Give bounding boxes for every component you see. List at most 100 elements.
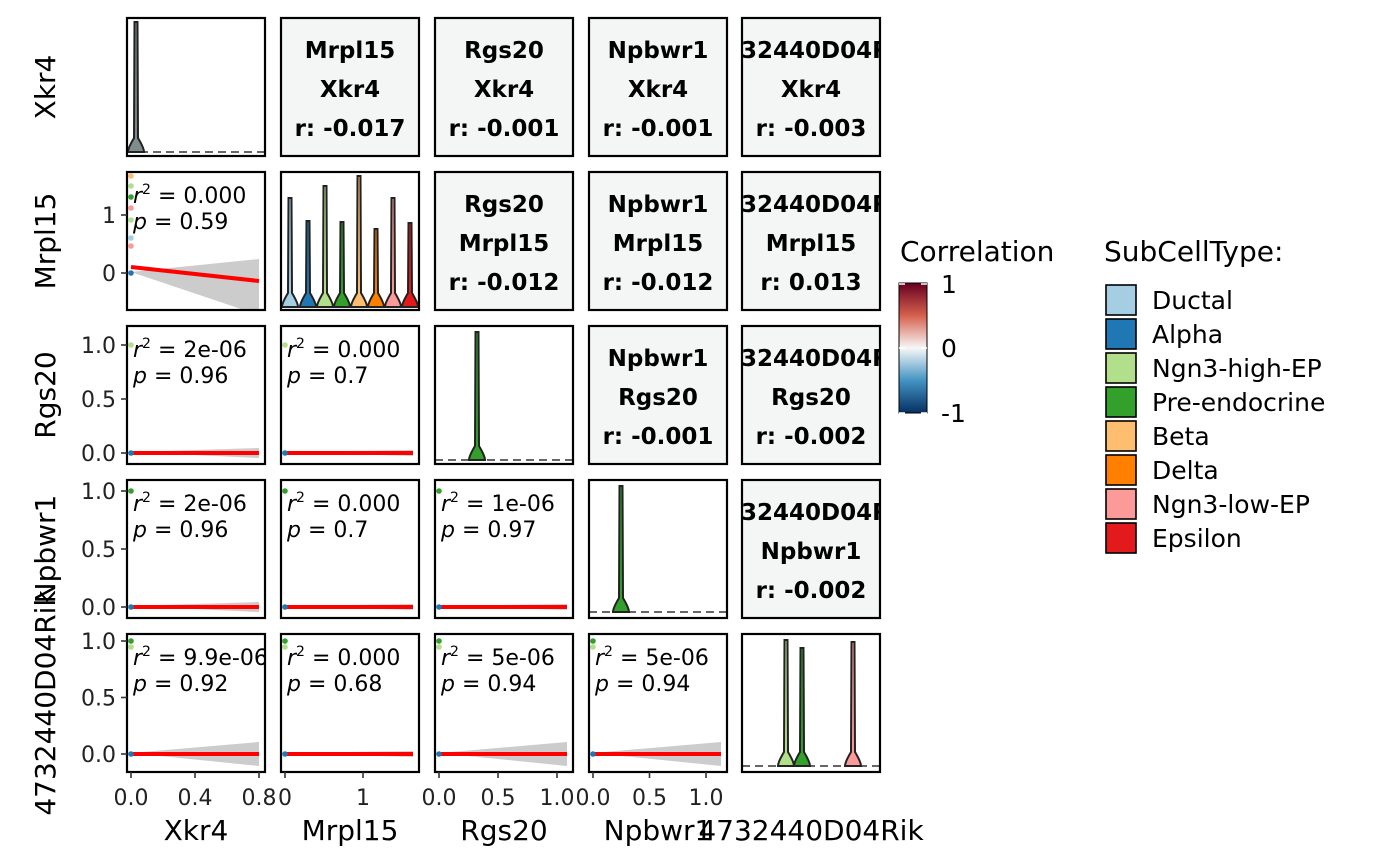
equals-sign: = [147,364,179,389]
r-symbol: r [441,492,452,517]
panel-border [433,324,575,466]
p-value: 0.96 [179,518,228,543]
correlation-panel: 4732440D04Rik Xkr4 r: -0.003 [743,19,879,155]
p-value: 0.94 [487,672,536,697]
data-point [128,638,134,644]
y-gene-label: Npbwr1 [29,495,62,604]
p-value: 0.68 [333,672,382,697]
panel-border [125,324,267,466]
y-tick-label: 1.0 [81,334,116,359]
legend-label: Ngn3-low-EP [1152,490,1310,519]
data-point [128,205,134,211]
legend-swatch [1105,420,1137,452]
panel-background [743,19,879,155]
legend-label: Alpha [1152,320,1223,349]
r-squared-value: 0.000 [337,338,400,363]
panel-border [433,478,575,620]
r-squared-value: 0.000 [183,184,246,209]
violin [843,641,863,767]
superscript-two: 2 [604,644,613,660]
superscript-two: 2 [142,490,151,506]
r-squared-label: r2 = 0.000 [133,182,246,209]
data-point [282,751,288,757]
p-value-label: p = 0.97 [440,518,536,543]
correlation-value: r: -0.002 [756,424,867,450]
gene-label: Npbwr1 [608,38,709,64]
correlation-value: r: 0.013 [760,270,861,296]
equals-sign: = [305,492,337,517]
r-symbol: r [133,492,144,517]
legend-swatch [1105,318,1137,350]
correlation-panel: Rgs20 Xkr4 r: -0.001 [436,19,572,155]
legend-label: Ngn3-high-EP [1152,354,1322,383]
p-value: 0.96 [179,364,228,389]
legend-swatch [1105,454,1137,486]
equals-sign: = [301,364,333,389]
r-squared-label: r2 = 5e-06 [595,644,709,671]
panel-border [587,324,729,466]
data-point [590,644,596,650]
superscript-two: 2 [450,644,459,660]
violin [400,222,418,308]
equals-sign: = [151,646,183,671]
equals-sign: = [151,184,183,209]
x-tick-label: 0.0 [422,786,457,811]
correlation-value: r: -0.003 [756,116,867,142]
panel-border [740,478,882,620]
x-tick-label: 0.4 [178,786,213,811]
data-point [436,488,442,494]
panel-border [125,632,267,774]
equals-sign: = [147,672,179,697]
gene-label: 4732440D04Rik [709,192,914,218]
colorbar-tick-label: 0 [941,334,957,363]
p-value-label: p = 0.96 [132,364,228,389]
y-gene-label: 4732440D04Rik [29,590,62,816]
p-symbol: p [286,364,301,389]
gene-label: 4732440D04Rik [709,346,914,372]
p-value: 0.7 [333,518,368,543]
gene-label: Xkr4 [474,77,534,103]
data-point [128,194,134,200]
panel-background [282,19,418,155]
data-point [128,270,134,276]
p-value: 0.92 [179,672,228,697]
legend-swatch [1105,352,1137,384]
superscript-two: 2 [450,490,459,506]
y-tick-label: 1.0 [81,630,116,655]
scatter-panel: r2 = 5e-06p = 0.94 [590,635,726,771]
correlation-panel: Npbwr1 Xkr4 r: -0.001 [590,19,726,155]
data-point [128,217,134,223]
correlation-value: r: -0.002 [756,578,867,604]
correlation-legend-title: Correlation [900,235,1054,268]
data-point [282,644,288,650]
x-gene-label: 4732440D04Rik [698,814,924,847]
gene-label: Mrpl15 [459,231,550,257]
violin [128,21,146,153]
p-value-label: p = 0.7 [286,518,368,543]
equals-sign: = [301,518,333,543]
r-symbol: r [133,646,144,671]
legend-label: Epsilon [1152,524,1242,553]
data-point [128,342,134,348]
gene-label: Xkr4 [320,77,380,103]
r-squared-value: 9.9e-06 [183,646,267,671]
y-tick-label: 0.0 [81,442,116,467]
p-value-label: p = 0.94 [440,672,536,697]
correlation-value: r: -0.017 [295,116,406,142]
p-symbol: p [594,672,609,697]
legend-label: Ductal [1152,286,1233,315]
equals-sign: = [613,646,645,671]
y-tick-label: 1 [102,204,116,229]
p-value-label: p = 0.96 [132,518,228,543]
p-value: 0.97 [487,518,536,543]
equals-sign: = [151,492,183,517]
y-gene-label: Mrpl15 [29,193,62,290]
data-point [282,488,288,494]
equals-sign: = [459,492,491,517]
data-point [128,173,134,179]
correlation-value: r: -0.001 [603,116,714,142]
correlation-value: r: -0.012 [449,270,560,296]
